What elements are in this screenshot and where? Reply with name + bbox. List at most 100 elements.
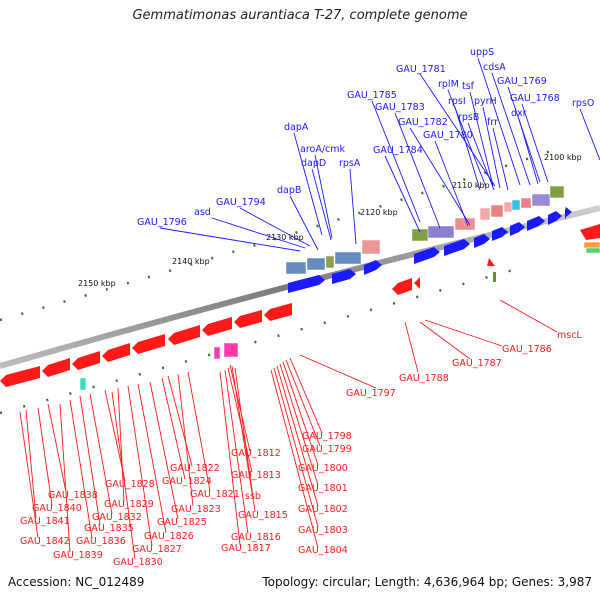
gene-label: rpsA xyxy=(339,158,361,169)
reverse-gene-labels-bottom: GAU_1798 GAU_1799 GAU_1800 GAU_1801 GAU_… xyxy=(20,431,352,568)
label-leader-line xyxy=(161,377,186,480)
label-leader-line xyxy=(454,106,481,191)
gene-label: GAU_1842 xyxy=(20,536,70,547)
label-leader-line xyxy=(59,403,71,553)
label-leader-line xyxy=(19,411,39,539)
forward-label-leaders xyxy=(159,57,600,252)
gene-label: pyrH xyxy=(474,96,497,107)
gene-label: GAU_1798 xyxy=(302,431,352,442)
gene-label: GAU_1769 xyxy=(497,76,547,87)
label-leader-line xyxy=(447,89,487,188)
label-leader-line xyxy=(219,371,241,546)
gene-label: GAU_1800 xyxy=(298,463,348,474)
gene-label: GAU_1784 xyxy=(373,145,423,156)
feature-block xyxy=(503,201,513,213)
label-leader-line xyxy=(289,195,319,251)
label-leader-line xyxy=(279,363,319,486)
gene-label: asd xyxy=(194,207,211,218)
reverse-gene-arrow xyxy=(202,317,232,336)
scale-label: 2150 kbp xyxy=(78,279,116,288)
genome-summary-text: Topology: circular; Length: 4,636,964 bp… xyxy=(262,575,592,589)
feature-block xyxy=(411,228,429,242)
label-leader-line xyxy=(482,106,501,189)
gene-label: GAU_1827 xyxy=(132,544,182,555)
label-leader-line xyxy=(187,371,211,492)
gene-label: GAU_1832 xyxy=(92,512,142,523)
forward-gene-arrow xyxy=(332,269,356,284)
reverse-gene-arrow xyxy=(168,325,200,345)
label-leader-line xyxy=(521,103,549,183)
reverse-gene-labels-right: mscL GAU_1786 GAU_1787 GAU_1788 GAU_1797 xyxy=(346,330,582,399)
gene-label: GAU_1796 xyxy=(137,217,187,228)
label-leader-line xyxy=(349,168,357,245)
label-leader-line xyxy=(394,112,441,229)
scale-label: 2110 kbp xyxy=(452,181,490,190)
gene-label: dxr xyxy=(511,108,527,119)
reverse-gene-arrow xyxy=(264,303,292,321)
feature-block xyxy=(79,377,87,391)
label-leader-line xyxy=(25,409,37,519)
gene-label: GAU_1794 xyxy=(216,197,266,208)
feature-block xyxy=(361,239,381,255)
label-leader-line xyxy=(117,387,125,502)
reverse-gene-arrow xyxy=(0,366,40,387)
gene-label: GAU_1840 xyxy=(32,503,82,514)
reverse-label-leaders xyxy=(19,299,558,560)
label-leader-line xyxy=(137,383,167,534)
feature-block xyxy=(454,217,476,231)
feature-block xyxy=(427,225,455,239)
gene-label: GAU_1816 xyxy=(231,532,281,543)
feature-block xyxy=(520,197,532,209)
reverse-gene-arrow xyxy=(580,224,600,240)
accession-text: Accession: NC_012489 xyxy=(8,575,145,589)
label-leader-line xyxy=(293,132,323,236)
scale-label: 2100 kbp xyxy=(544,153,582,162)
forward-gene-arrow xyxy=(492,227,508,241)
forward-gene-arrow xyxy=(288,275,325,293)
forward-gene-arrow xyxy=(548,211,562,225)
gene-label: dapD xyxy=(301,158,326,169)
label-leader-line xyxy=(127,385,153,547)
gene-label: GAU_1812 xyxy=(231,448,281,459)
gene-label: GAU_1813 xyxy=(231,470,281,481)
gene-label: GAU_1815 xyxy=(238,510,288,521)
label-leader-line xyxy=(404,321,419,373)
label-leader-line xyxy=(499,299,558,333)
gene-label: aroA/cmk xyxy=(300,144,346,155)
feature-block xyxy=(325,255,335,269)
gene-label: GAU_1783 xyxy=(375,102,425,113)
gene-label: rpsI xyxy=(448,96,466,107)
feature-block xyxy=(549,185,565,199)
gene-label: GAU_1839 xyxy=(53,550,103,561)
forward-gene-arrow xyxy=(510,222,525,236)
feature-block xyxy=(583,241,600,249)
label-leader-line xyxy=(229,364,251,452)
label-leader-line xyxy=(491,72,531,186)
gene-label: GAU_1782 xyxy=(398,117,448,128)
label-leader-line xyxy=(371,100,421,223)
gene-label: GAU_1822 xyxy=(170,463,220,474)
label-leader-line xyxy=(282,361,319,466)
gene-label: GAU_1802 xyxy=(298,504,348,515)
forward-gene-arrow xyxy=(444,239,470,256)
gene-label: GAU_1825 xyxy=(157,517,207,528)
label-leader-line xyxy=(311,168,332,241)
label-leader-line xyxy=(270,369,319,549)
feature-block xyxy=(306,257,326,271)
label-leader-line xyxy=(467,122,495,191)
gene-label: GAU_1781 xyxy=(396,64,446,75)
gene-label: mscL xyxy=(557,330,582,341)
label-leader-line xyxy=(69,399,93,539)
feature-block xyxy=(511,199,521,211)
gene-label: GAU_1821 xyxy=(190,489,240,500)
gene-label: GAU_1836 xyxy=(76,536,126,547)
gene-label: GAU_1797 xyxy=(346,388,396,399)
gene-label: GAU_1835 xyxy=(84,523,134,534)
label-leader-line xyxy=(224,369,249,535)
forward-gene-arrow xyxy=(527,216,545,231)
label-leader-line xyxy=(149,381,179,520)
label-leader-line xyxy=(227,367,253,473)
forward-gene-labels: uppS cdsA GAU_1781 GAU_1769 rplM tsf GAU… xyxy=(137,47,594,228)
feature-block xyxy=(490,204,504,218)
